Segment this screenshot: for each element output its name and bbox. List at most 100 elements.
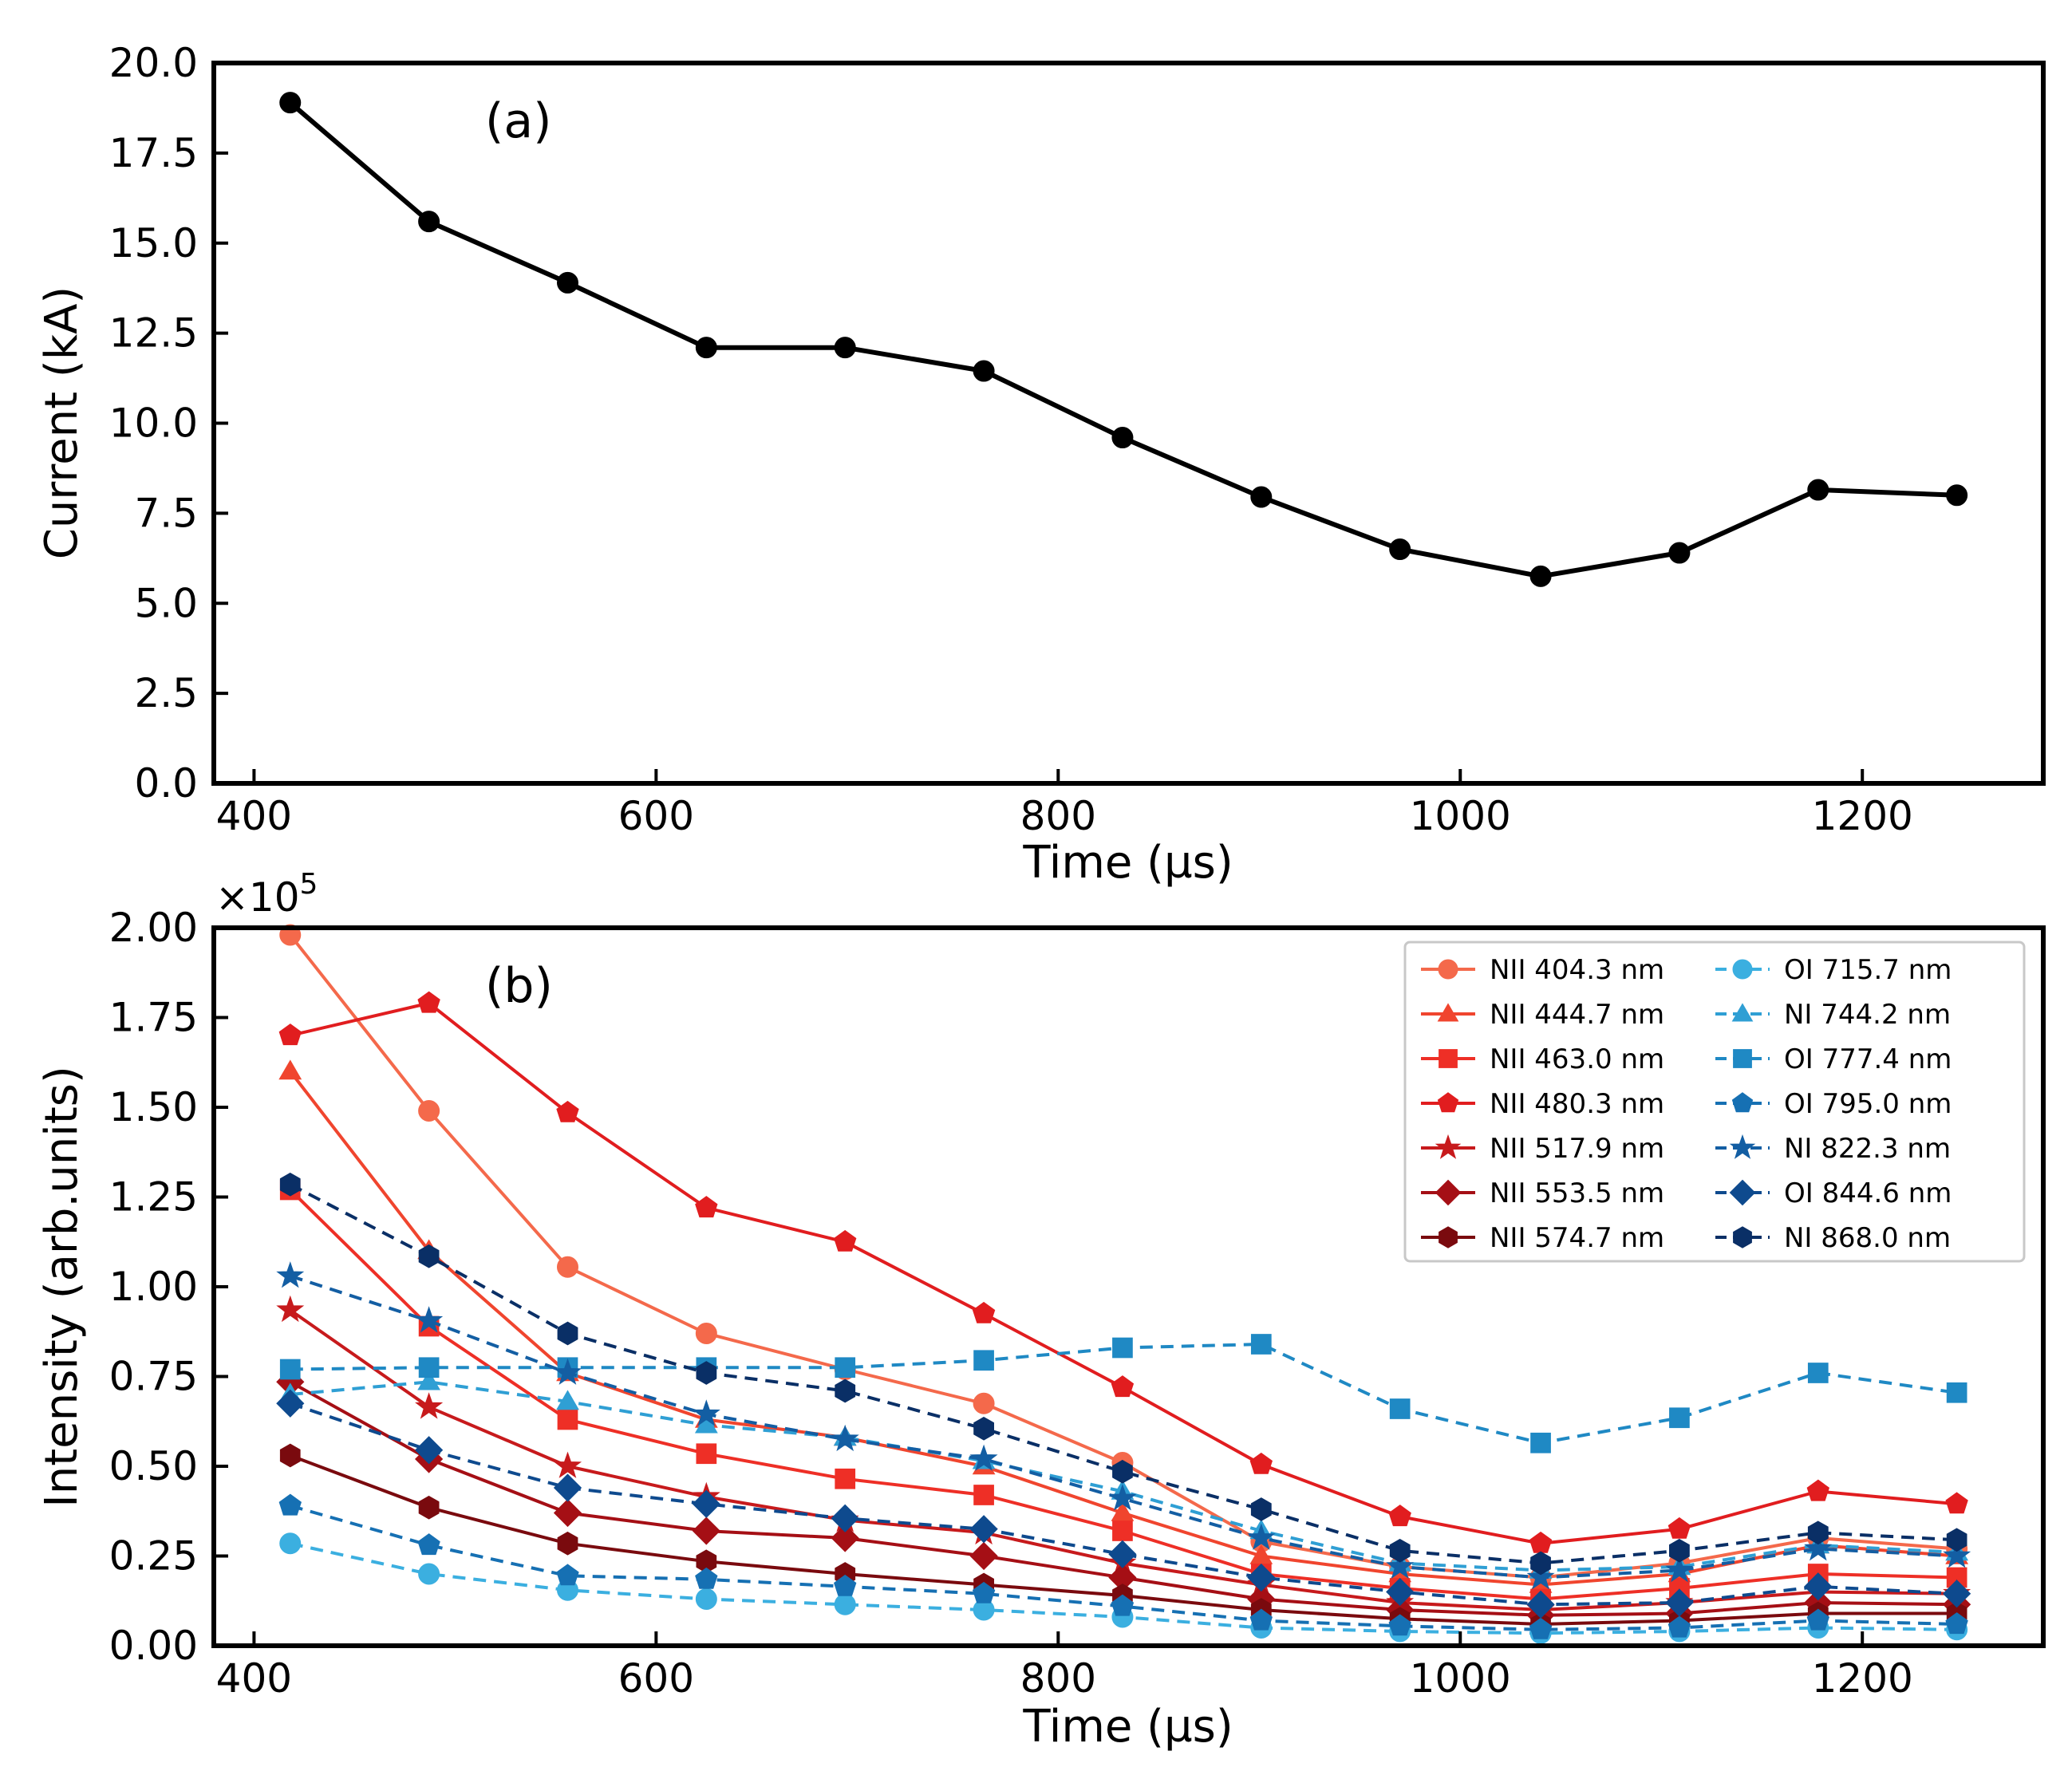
legend-marker (1732, 959, 1753, 980)
panel-b-x-axis-label: Time (µs) (1022, 1701, 1233, 1753)
series-oi-795-0-nm (278, 1493, 1968, 1639)
data-point (834, 337, 856, 359)
data-point (969, 1515, 998, 1544)
data-point (556, 1390, 579, 1410)
data-point (1112, 1459, 1133, 1484)
data-point (1111, 1375, 1135, 1398)
y-tick-label: 1.50 (109, 1084, 198, 1130)
legend-entry: NI 822.3 nm (1715, 1133, 1951, 1165)
data-point (418, 1563, 440, 1585)
series-oi-844-6-nm (276, 1389, 1971, 1619)
legend-marker (1733, 1049, 1752, 1068)
data-point (1388, 1505, 1411, 1527)
data-point (835, 1378, 856, 1403)
data-point (973, 360, 995, 382)
legend-entry: NII 517.9 nm (1421, 1133, 1664, 1165)
data-point (831, 1504, 859, 1532)
y-tick-label: 1.00 (109, 1264, 198, 1310)
data-point (1386, 1577, 1415, 1607)
data-point (1250, 486, 1273, 508)
y-tick-label: 17.5 (109, 130, 198, 176)
panel-b-y-ticks: 0.00 0.25 0.50 0.75 1.00 1.25 1.50 1.75 2.00 (109, 905, 228, 1669)
data-point (557, 1531, 578, 1556)
data-point (414, 1436, 444, 1465)
data-point (1807, 1520, 1829, 1545)
panel-a-y-axis-label: Current (kA) (36, 286, 88, 560)
data-point (556, 1256, 578, 1278)
data-point (1807, 1363, 1829, 1383)
data-point (1108, 1540, 1137, 1568)
data-point (695, 1196, 718, 1218)
legend-marker (1438, 959, 1458, 980)
data-point (1667, 1517, 1691, 1539)
data-point (1804, 1572, 1833, 1601)
data-point (278, 1059, 302, 1080)
y-tick-label: 10.0 (109, 400, 198, 447)
data-point (417, 991, 440, 1013)
data-point (1112, 1337, 1133, 1359)
data-point (1249, 1452, 1273, 1474)
y-tick-label: 2.00 (109, 905, 198, 951)
data-point (556, 271, 578, 294)
legend-label: OI 715.7 nm (1784, 954, 1952, 986)
legend-entry: NII 553.5 nm (1421, 1177, 1664, 1209)
data-point (1250, 1334, 1272, 1355)
panel-b-legend: NII 404.3 nm NII 444.7 nm NII 463.0 nm NII … (1403, 941, 2026, 1263)
data-point (1386, 1552, 1415, 1579)
legend-marker (1439, 1049, 1458, 1068)
legend-label: OI 795.0 nm (1784, 1088, 1952, 1120)
data-point (557, 1321, 578, 1346)
data-point (1669, 1407, 1690, 1429)
data-point (834, 1593, 856, 1615)
data-point (695, 337, 717, 359)
x-tick-label: 400 (216, 793, 292, 839)
data-point (279, 1172, 301, 1197)
x-tick-label: 800 (1020, 1655, 1096, 1702)
data-point (1667, 1615, 1691, 1638)
data-point (417, 1533, 440, 1556)
data-point (556, 1100, 579, 1122)
x-tick-label: 1000 (1410, 1655, 1511, 1702)
data-point (276, 1389, 305, 1418)
legend-entry: OI 777.4 nm (1715, 1043, 1952, 1075)
data-point (553, 1473, 582, 1502)
data-point (415, 1306, 444, 1333)
x-tick-label: 1200 (1812, 1655, 1913, 1702)
y-tick-label: 7.5 (134, 490, 198, 536)
data-point (1247, 1563, 1276, 1592)
legend-entry: OI 844.6 nm (1715, 1177, 1952, 1209)
y-tick-label: 2.5 (134, 670, 198, 716)
y-tick-label: 20.0 (109, 40, 198, 86)
y-tick-label: 0.75 (109, 1354, 198, 1400)
data-point (695, 1588, 717, 1610)
data-point (1665, 1588, 1694, 1617)
data-point (696, 1443, 717, 1465)
data-point (969, 1444, 998, 1471)
data-point (972, 1581, 996, 1603)
legend-entry: OI 715.7 nm (1715, 954, 1952, 986)
data-point (692, 1399, 720, 1426)
data-point (1388, 1614, 1411, 1636)
data-point (279, 1443, 301, 1468)
panel-a-x-ticks: 400 600 800 1000 1200 (216, 769, 1913, 839)
y-tick-label: 15.0 (109, 220, 198, 266)
panel-b-label: (b) (485, 958, 553, 1014)
data-point (1806, 1479, 1829, 1501)
x-tick-label: 1000 (1410, 793, 1511, 839)
data-point (1249, 1608, 1273, 1631)
legend-marker (1437, 1092, 1459, 1113)
data-point (973, 1416, 994, 1441)
data-point (1529, 1617, 1553, 1639)
data-point (1389, 1398, 1411, 1419)
data-point (1529, 565, 1552, 587)
data-point (831, 1524, 859, 1552)
legend-label: NII 463.0 nm (1490, 1043, 1664, 1075)
data-point (417, 1370, 440, 1390)
data-point (418, 1100, 440, 1122)
data-point (1807, 479, 1829, 501)
data-point (1806, 1608, 1829, 1631)
data-point (834, 1229, 857, 1252)
legend-entry: OI 795.0 nm (1715, 1088, 1952, 1120)
legend-marker (1439, 1226, 1458, 1248)
data-point (834, 1574, 857, 1596)
